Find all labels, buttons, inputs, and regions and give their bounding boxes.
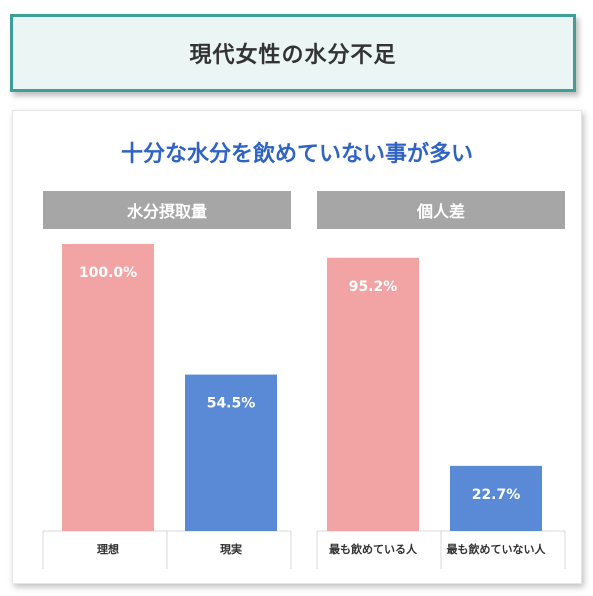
bar-value-label: 22.7% (472, 487, 521, 503)
header-banner: 現代女性の水分不足 (10, 14, 576, 92)
group-header-intake: 水分摂取量 (43, 191, 291, 229)
chart-panel: 十分な水分を飲めていない事が多い 水分摂取量 個人差 100.0% 理想 54.5%… (12, 110, 582, 584)
bar-high (62, 244, 154, 531)
bar-value-label: 95.2% (349, 279, 398, 295)
bar-low (450, 465, 542, 531)
group-header-individual: 個人差 (317, 191, 565, 229)
category-label: 最も飲めていない人 (447, 542, 547, 556)
category-label: 最も飲めている人 (329, 542, 418, 556)
bar-high (327, 257, 419, 531)
chart-subtitle: 十分な水分を飲めていない事が多い (120, 142, 473, 167)
bar-chart-svg: 100.0% 理想 54.5% 現実 95.2% 最も飲めている人 22.7% 最も飲めていな… (42, 244, 566, 569)
bar-low (185, 374, 277, 531)
category-label: 理想 (97, 542, 119, 556)
category-label: 現実 (220, 542, 242, 556)
bar-value-label: 54.5% (207, 396, 256, 412)
page-title: 現代女性の水分不足 (189, 43, 397, 68)
bar-value-label: 100.0% (79, 265, 137, 281)
